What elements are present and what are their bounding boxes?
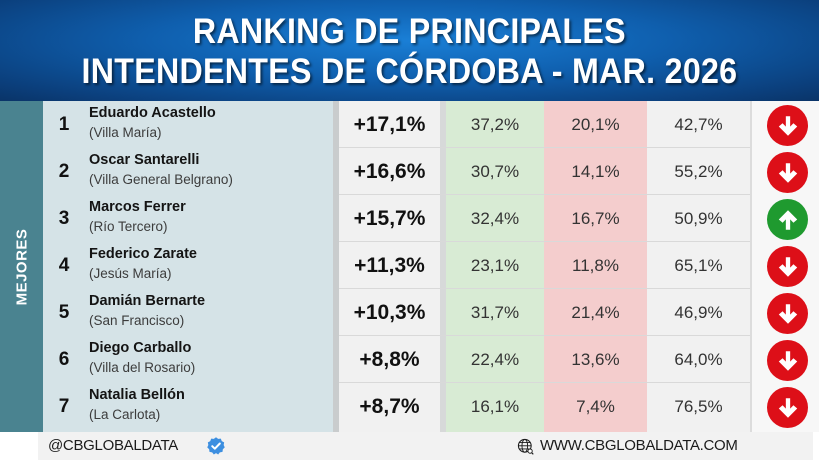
no-answer-value: 64,0% bbox=[674, 349, 723, 369]
rank-number: 2 bbox=[58, 160, 70, 182]
rank-number: 3 bbox=[58, 207, 70, 229]
no-answer-value: 65,1% bbox=[674, 255, 723, 275]
net-change: +17,1% bbox=[353, 112, 426, 136]
column-divider bbox=[440, 101, 446, 432]
mayor-name: Oscar Santarelli bbox=[89, 152, 200, 168]
footer-bar bbox=[38, 432, 813, 460]
rank-number: 6 bbox=[58, 348, 70, 370]
positive-value: 23,1% bbox=[470, 255, 520, 275]
net-change: +10,3% bbox=[353, 300, 426, 324]
negative-value: 21,4% bbox=[571, 302, 620, 322]
negative-value: 16,7% bbox=[571, 208, 620, 228]
positive-value: 16,1% bbox=[470, 396, 520, 416]
table-row: 2 Oscar Santarelli (Villa General Belgra… bbox=[43, 148, 819, 195]
no-answer-column bbox=[647, 101, 750, 432]
positive-value: 32,4% bbox=[470, 208, 520, 228]
negative-column bbox=[544, 101, 647, 432]
positive-value: 30,7% bbox=[470, 161, 520, 181]
negative-value: 13,6% bbox=[571, 349, 620, 369]
website-link[interactable]: WWW.CBGLOBALDATA.COM bbox=[540, 437, 738, 454]
net-change: +15,7% bbox=[353, 206, 426, 230]
row-divider bbox=[339, 147, 750, 148]
arrow-down-icon bbox=[767, 246, 808, 287]
mayor-city: (Jesús María) bbox=[89, 266, 172, 281]
mayor-city: (San Francisco) bbox=[89, 313, 185, 328]
no-answer-value: 55,2% bbox=[674, 161, 723, 181]
arrow-down-icon bbox=[767, 340, 808, 381]
row-divider bbox=[339, 335, 750, 336]
mayor-city: (Villa María) bbox=[89, 125, 162, 140]
no-answer-value: 76,5% bbox=[674, 396, 723, 416]
table-row: 6 Diego Carballo (Villa del Rosario) +8,… bbox=[43, 336, 819, 383]
column-divider bbox=[333, 101, 339, 432]
arrow-up-icon bbox=[767, 199, 808, 240]
table-row: 5 Damián Bernarte (San Francisco) +10,3%… bbox=[43, 289, 819, 336]
title-banner: RANKING DE PRINCIPALES INTENDENTES DE CÓ… bbox=[0, 0, 819, 101]
row-divider bbox=[339, 288, 750, 289]
negative-value: 20,1% bbox=[571, 114, 620, 134]
no-answer-value: 50,9% bbox=[674, 208, 723, 228]
row-divider bbox=[339, 194, 750, 195]
table-row: 4 Federico Zarate (Jesús María) +11,3% 2… bbox=[43, 242, 819, 289]
arrow-down-icon bbox=[767, 152, 808, 193]
positive-column bbox=[446, 101, 544, 432]
mayor-name: Eduardo Acastello bbox=[89, 105, 216, 121]
net-change: +16,6% bbox=[353, 159, 426, 183]
table-row: 1 Eduardo Acastello (Villa María) +17,1%… bbox=[43, 101, 819, 148]
title-line-2: INTENDENTES DE CÓRDOBA - MAR. 2026 bbox=[81, 51, 738, 91]
verified-badge-icon bbox=[207, 437, 225, 455]
positive-value: 31,7% bbox=[470, 302, 520, 322]
positive-value: 22,4% bbox=[470, 349, 520, 369]
positive-value: 37,2% bbox=[470, 114, 520, 134]
net-change: +8,8% bbox=[359, 347, 420, 371]
name-column bbox=[43, 101, 333, 432]
ranking-table: 1 Eduardo Acastello (Villa María) +17,1%… bbox=[43, 101, 819, 432]
category-label: MEJORES bbox=[13, 228, 30, 305]
footer: @CBGLOBALDATA WWW.CBGLOBALDATA.COM bbox=[0, 432, 819, 460]
negative-value: 14,1% bbox=[571, 161, 620, 181]
mayor-name: Natalia Bellón bbox=[89, 387, 185, 403]
mayor-name: Federico Zarate bbox=[89, 246, 197, 262]
mayor-name: Diego Carballo bbox=[89, 340, 192, 356]
rank-number: 1 bbox=[58, 113, 70, 135]
mayor-name: Damián Bernarte bbox=[89, 293, 206, 309]
change-column bbox=[339, 101, 440, 432]
table-row: 3 Marcos Ferrer (Río Tercero) +15,7% 32,… bbox=[43, 195, 819, 242]
negative-value: 7,4% bbox=[576, 396, 615, 416]
mayor-name: Marcos Ferrer bbox=[89, 199, 186, 215]
row-divider bbox=[339, 241, 750, 242]
title-line-1: RANKING DE PRINCIPALES bbox=[192, 11, 627, 51]
net-change: +8,7% bbox=[359, 394, 420, 418]
table-row: 7 Natalia Bellón (La Carlota) +8,7% 16,1… bbox=[43, 383, 819, 430]
mayor-city: (Río Tercero) bbox=[89, 219, 168, 234]
social-handle[interactable]: @CBGLOBALDATA bbox=[48, 437, 178, 454]
mayor-city: (Villa del Rosario) bbox=[89, 360, 196, 375]
net-change: +11,3% bbox=[354, 253, 425, 277]
mayor-city: (La Carlota) bbox=[89, 407, 161, 422]
globe-icon bbox=[517, 438, 534, 455]
negative-value: 11,8% bbox=[572, 255, 619, 275]
rank-number: 7 bbox=[58, 395, 70, 417]
category-sidebar: MEJORES bbox=[0, 101, 43, 432]
mayor-city: (Villa General Belgrano) bbox=[89, 172, 233, 187]
row-divider bbox=[339, 382, 750, 383]
rank-number: 5 bbox=[58, 301, 70, 323]
arrow-down-icon bbox=[767, 387, 808, 428]
column-divider bbox=[750, 101, 752, 432]
arrow-down-icon bbox=[767, 293, 808, 334]
rank-number: 4 bbox=[58, 254, 70, 276]
no-answer-value: 46,9% bbox=[674, 302, 723, 322]
arrow-down-icon bbox=[767, 105, 808, 146]
no-answer-value: 42,7% bbox=[674, 114, 723, 134]
